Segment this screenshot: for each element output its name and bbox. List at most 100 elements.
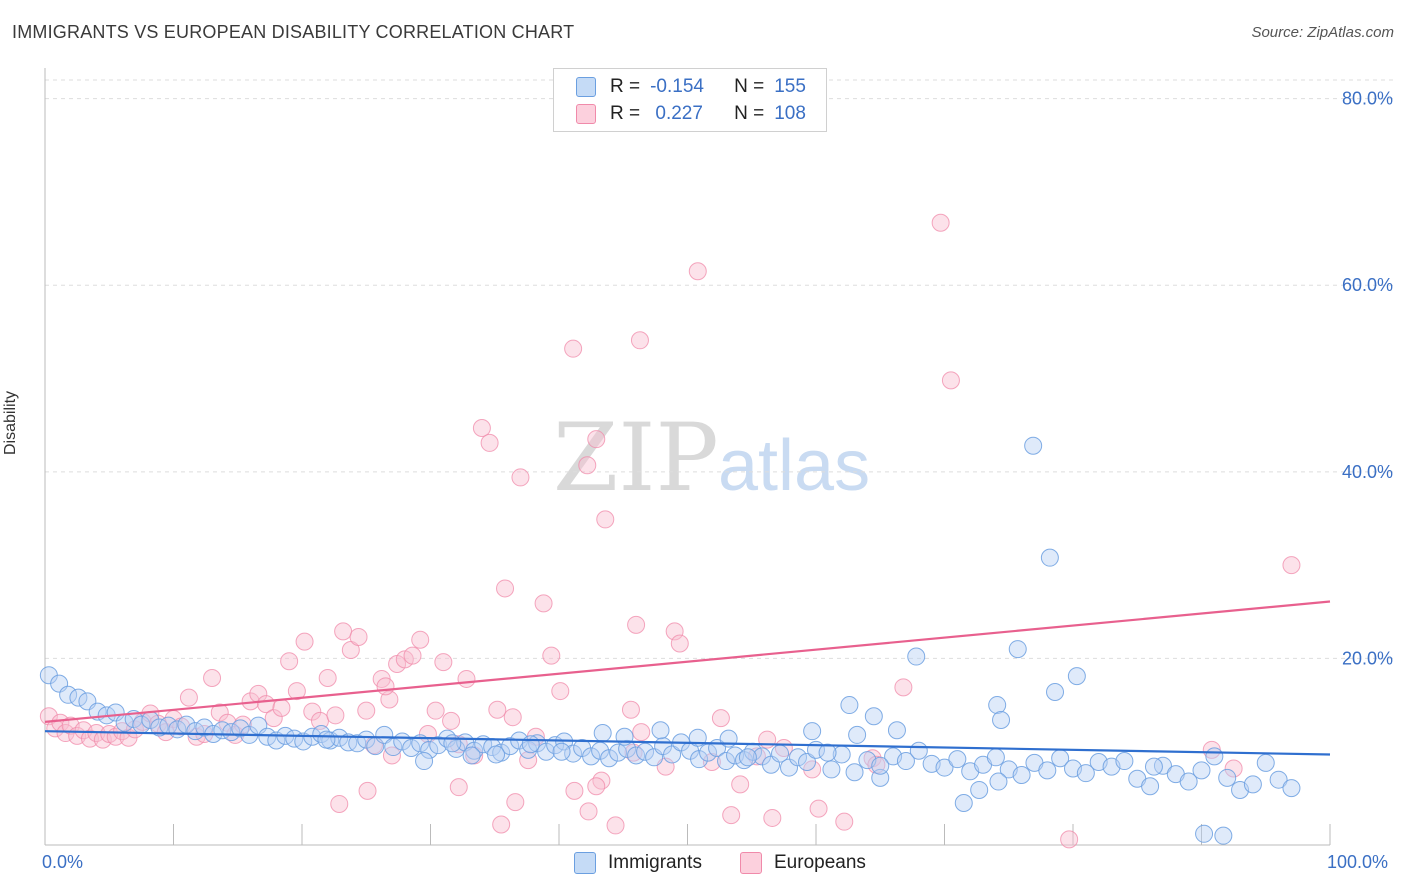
europeans-point [941, 371, 960, 390]
immigrants-point [1192, 761, 1211, 780]
europeans-series [39, 213, 1301, 849]
immigrants-point [521, 735, 540, 754]
europeans-point [264, 709, 283, 728]
immigrants-point [339, 733, 358, 752]
immigrants-point [935, 758, 954, 777]
europeans-point [763, 808, 782, 827]
europeans-point [203, 669, 222, 688]
europeans-point [587, 777, 606, 796]
series-legend-immigrants[interactable]: Immigrants [574, 852, 702, 874]
immigrants-point [909, 741, 928, 760]
source-credit: Source: ZipAtlas.com [1251, 24, 1394, 41]
immigrants-point [1243, 775, 1262, 794]
immigrants-point [487, 745, 506, 764]
immigrants-point [1205, 747, 1224, 766]
europeans-point [426, 701, 445, 720]
immigrants-point [1012, 766, 1031, 785]
europeans-point [578, 456, 597, 475]
immigrants-point [1046, 683, 1065, 701]
series-legend-label: Immigrants [608, 852, 702, 873]
immigrants-point [1115, 752, 1134, 771]
immigrants-point [663, 745, 682, 764]
europeans-point [330, 794, 349, 813]
immigrants-point [420, 740, 439, 759]
watermark: ZIP atlas [553, 404, 870, 513]
x-tick-label-min: 0.0% [42, 852, 84, 872]
europeans-point [326, 706, 345, 725]
immigrants-point [1076, 764, 1095, 783]
immigrants-point [1256, 753, 1275, 772]
immigrants-point [537, 742, 556, 761]
immigrants-point [402, 738, 421, 757]
europeans-point [488, 700, 507, 719]
immigrants-point [415, 752, 434, 771]
europeans-point [376, 677, 395, 696]
immigrants-point [593, 724, 612, 743]
europeans-point [931, 213, 950, 232]
legend-row-europeans: R = 0.227 N = 108 [576, 102, 806, 126]
europeans-point [670, 634, 689, 653]
legend-r-label: R = [610, 76, 641, 97]
immigrants-point [896, 752, 915, 771]
europeans-point [606, 816, 625, 835]
immigrants-point [1195, 824, 1214, 843]
immigrants-point [1024, 436, 1043, 455]
immigrants-point [907, 647, 926, 666]
immigrants-point [818, 743, 837, 762]
immigrants-point [222, 723, 241, 742]
immigrants-point [840, 696, 859, 715]
immigrants-point [871, 756, 890, 775]
immigrants-point [582, 747, 601, 766]
legend-n-label: N = [734, 103, 765, 124]
europeans-point [592, 771, 611, 790]
immigrants-point [1141, 777, 1160, 796]
europeans-point [472, 418, 491, 437]
immigrants-point [1282, 779, 1301, 798]
series-swatch-europeans [740, 852, 762, 874]
europeans-point [210, 703, 229, 722]
europeans-point [272, 698, 291, 717]
europeans-point [357, 701, 376, 720]
europeans-point [665, 622, 684, 641]
y-tick-label: 20.0% [1342, 648, 1393, 668]
europeans-point [1282, 556, 1301, 575]
europeans-point [809, 799, 828, 818]
immigrants-point [564, 744, 583, 763]
immigrants-point [738, 748, 757, 767]
immigrants-point [992, 710, 1011, 729]
europeans-point [434, 653, 453, 672]
europeans-point [358, 781, 377, 800]
europeans-point [587, 430, 606, 449]
immigrants-point [462, 746, 481, 765]
immigrants-point [186, 722, 205, 741]
immigrants-point [465, 741, 484, 760]
legend-r-value-europeans: 0.227 [650, 103, 703, 124]
europeans-point [596, 510, 615, 529]
europeans-point [506, 793, 525, 812]
europeans-point [403, 646, 422, 665]
immigrants-point [651, 721, 670, 740]
y-tick-labels: 20.0% 40.0% 60.0% 80.0% [1342, 89, 1393, 669]
immigrants-point [1269, 770, 1288, 789]
immigrants-point [780, 758, 799, 777]
europeans-point [1060, 830, 1079, 849]
legend-n-value-europeans: 108 [774, 103, 806, 124]
series-legend-europeans[interactable]: Europeans [740, 852, 866, 874]
immigrants-point [717, 752, 736, 771]
y-tick-label: 40.0% [1342, 462, 1393, 482]
immigrants-trend-line [44, 730, 1331, 756]
europeans-point [295, 632, 314, 651]
europeans-point [711, 709, 730, 728]
immigrants-point [501, 737, 520, 756]
europeans-point [492, 815, 511, 834]
europeans-point [179, 688, 198, 707]
immigrants-point [845, 763, 864, 782]
europeans-point [579, 802, 598, 821]
immigrants-point [988, 696, 1007, 715]
europeans-point [457, 669, 476, 688]
europeans-point [565, 781, 584, 800]
watermark-zip: ZIP [553, 404, 719, 513]
series-swatch-immigrants [574, 852, 596, 874]
correlation-legend: R = -0.154 N = 155 R = 0.227 N = 108 [553, 68, 827, 132]
